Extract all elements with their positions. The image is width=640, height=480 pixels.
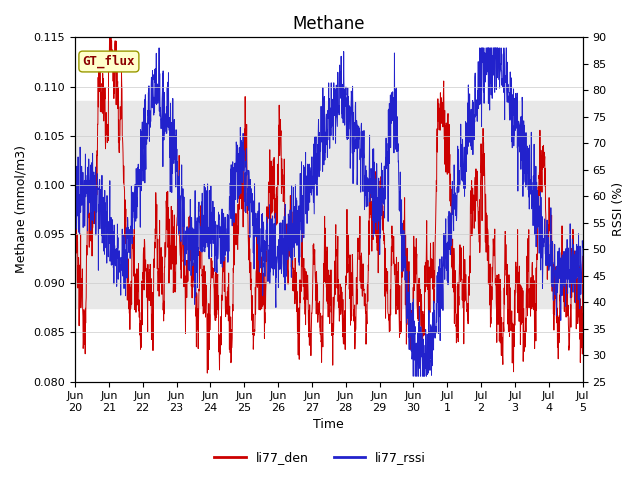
- Y-axis label: Methane (mmol/m3): Methane (mmol/m3): [15, 145, 28, 274]
- Legend: li77_den, li77_rssi: li77_den, li77_rssi: [209, 446, 431, 469]
- Bar: [75, 101, 582, 308]
- Text: GT_flux: GT_flux: [83, 55, 135, 68]
- Y-axis label: RSSI (%): RSSI (%): [612, 182, 625, 237]
- Title: Methane: Methane: [292, 15, 365, 33]
- X-axis label: Time: Time: [314, 419, 344, 432]
